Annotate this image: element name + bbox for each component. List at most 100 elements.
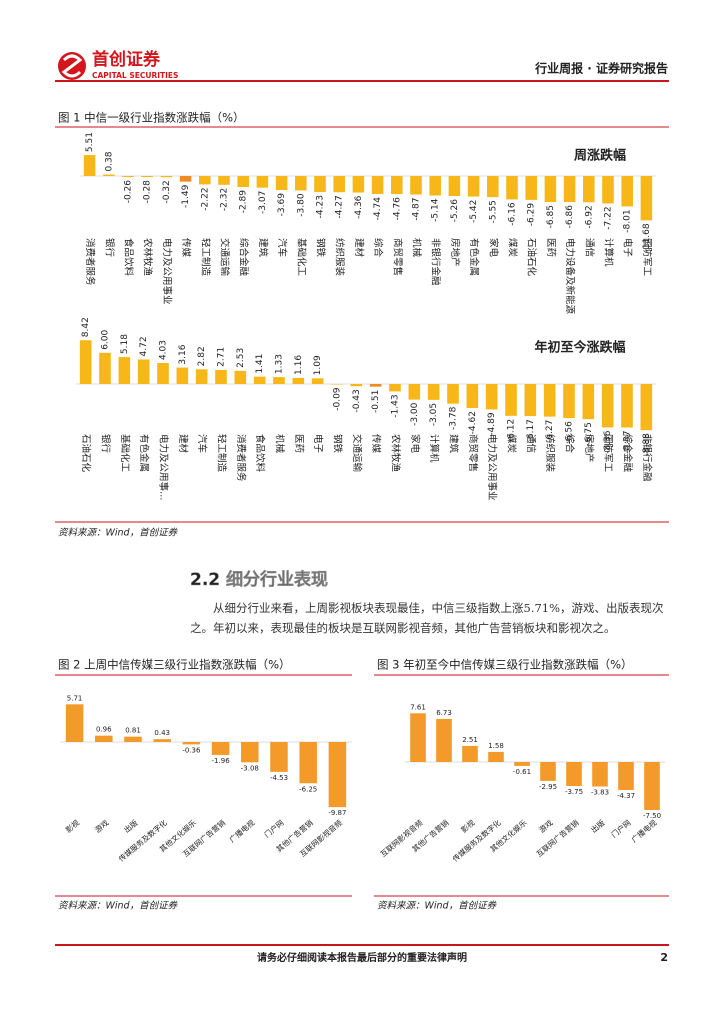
bar xyxy=(195,369,208,384)
figure-caption: 图 1 中信一级行业指数涨跌幅（%） xyxy=(58,111,245,125)
bar xyxy=(273,377,285,384)
value-label: -4.36 xyxy=(354,195,364,219)
source: 资料来源：Wind，首创证券 xyxy=(58,527,179,539)
value-label: -8.37 xyxy=(623,431,633,454)
value-label: -9.87 xyxy=(328,809,346,817)
category-label: 综合 xyxy=(372,238,384,258)
category-label: 基础化工 xyxy=(295,238,307,277)
paragraph: 从细分行业来看，上周影视板块表现最佳，中信三级指数上涨5.71%，游戏、出版表现… xyxy=(190,601,664,635)
bar xyxy=(524,384,537,417)
category-label: 出版 xyxy=(589,817,607,835)
value-label: -6.85 xyxy=(546,205,556,228)
bar xyxy=(544,176,557,203)
bar xyxy=(234,370,247,384)
bar xyxy=(462,745,478,762)
value-label: -5.26 xyxy=(450,199,460,223)
bar xyxy=(153,739,171,742)
value-label: 1.33 xyxy=(275,354,285,374)
bar xyxy=(215,369,227,384)
category-label: 传媒 xyxy=(370,434,382,454)
bar xyxy=(352,176,365,193)
figure-caption: 图 3 年初至今中信传媒三级行业指数涨跌幅（%） xyxy=(377,658,633,672)
value-label: 3.16 xyxy=(178,344,188,364)
header-rule xyxy=(55,80,669,82)
category-label: 门户网 xyxy=(262,817,286,839)
value-label: -0.32 xyxy=(162,180,172,203)
category-label: 食品饮料 xyxy=(254,434,266,473)
value-label: -3.69 xyxy=(277,193,287,217)
category-label: 游戏 xyxy=(92,817,110,835)
category-label: 传媒服务及数字化 xyxy=(116,817,169,864)
value-label: 0.43 xyxy=(154,729,170,737)
bar xyxy=(621,384,633,428)
value-label: -4.87 xyxy=(412,198,422,221)
bar xyxy=(256,176,269,188)
category-label: 煤炭 xyxy=(507,238,519,258)
value-label: -3.83 xyxy=(591,789,609,797)
category-label: 纺织服装 xyxy=(544,434,556,473)
bar xyxy=(448,176,461,196)
bar xyxy=(601,384,614,428)
category-label: 纺织服装 xyxy=(334,238,346,277)
value-label: -4.76 xyxy=(392,197,402,221)
bar xyxy=(514,762,530,766)
category-label: 汽车 xyxy=(196,434,208,453)
bar xyxy=(83,155,96,176)
value-label: -5.14 xyxy=(431,198,441,222)
bar xyxy=(157,363,169,384)
bar xyxy=(436,718,452,762)
category-label: 有色金属 xyxy=(138,434,150,472)
category-label: 家电 xyxy=(487,238,499,258)
category-label: 医药 xyxy=(545,238,556,257)
category-label: 影视 xyxy=(459,817,477,835)
category-label: 农林牧渔 xyxy=(390,434,402,473)
bar xyxy=(543,384,556,417)
bar xyxy=(176,367,189,384)
category-label: 商贸零售 xyxy=(467,434,479,472)
source: 资料来源：Wind，首创证券 xyxy=(58,900,179,912)
bar xyxy=(488,751,504,762)
bar xyxy=(427,384,440,400)
bar xyxy=(506,176,518,200)
report-type: 行业周报 · 证券研究报告 xyxy=(534,61,668,76)
section-heading: 2.2 细分行业表现 xyxy=(190,569,328,590)
value-label: -3.00 xyxy=(410,402,420,426)
bar xyxy=(350,384,363,387)
bar xyxy=(218,176,230,185)
category-label: 互联网影视音频 xyxy=(378,817,425,859)
bar xyxy=(275,176,288,191)
value-label: 8.42 xyxy=(81,317,91,337)
value-label: -1.43 xyxy=(391,394,401,417)
bar xyxy=(644,762,660,810)
value-label: -4.27 xyxy=(335,195,345,218)
bar xyxy=(331,384,343,385)
bar xyxy=(487,176,499,198)
category-label: 银行 xyxy=(103,238,115,258)
value-label: -8.36 xyxy=(603,430,613,454)
category-label: 食品饮料 xyxy=(123,238,135,277)
bar xyxy=(505,384,517,416)
value-label: -7.50 xyxy=(643,812,661,820)
value-label: 0.81 xyxy=(125,727,141,735)
category-label: 通信 xyxy=(583,238,595,257)
category-label: 通信 xyxy=(525,434,537,453)
bar xyxy=(525,176,537,200)
footer-rule xyxy=(55,944,669,946)
category-label: 建筑 xyxy=(448,434,460,454)
value-label: -3.75 xyxy=(565,788,583,796)
value-label: -1.96 xyxy=(212,757,231,765)
value-label: 2.82 xyxy=(197,346,207,366)
bar xyxy=(211,742,230,755)
value-label: -2.32 xyxy=(220,188,230,211)
value-label: -6.27 xyxy=(545,420,555,443)
value-label: -4.62 xyxy=(468,411,478,434)
value-label: 2.53 xyxy=(236,348,246,368)
category-label: 交通运输 xyxy=(219,238,231,277)
value-label: -6.16 xyxy=(508,202,518,226)
value-label: 6.73 xyxy=(436,709,452,717)
value-label: 4.03 xyxy=(159,340,169,360)
value-label: -2.22 xyxy=(200,187,210,210)
value-label: -3.08 xyxy=(241,764,259,772)
bar xyxy=(182,742,201,745)
